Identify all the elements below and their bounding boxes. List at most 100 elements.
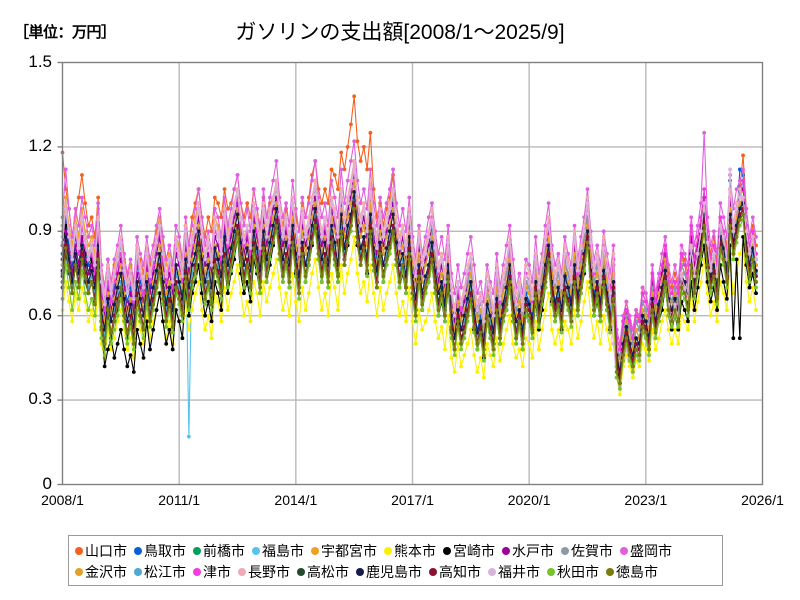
- data-point: [329, 167, 334, 172]
- data-point: [138, 341, 143, 346]
- data-point: [293, 268, 298, 273]
- data-point: [524, 308, 528, 312]
- data-point: [183, 274, 188, 279]
- data-point: [705, 291, 710, 296]
- data-point: [352, 94, 357, 99]
- data-point: [131, 341, 136, 346]
- data-point: [407, 285, 412, 290]
- data-point: [679, 243, 684, 248]
- data-point: [258, 246, 263, 251]
- legend-item-熊本市[interactable]: 熊本市: [384, 544, 436, 558]
- data-point: [643, 308, 648, 312]
- data-point: [702, 201, 707, 206]
- data-point: [268, 251, 272, 256]
- legend-item-盛岡市[interactable]: 盛岡市: [620, 544, 672, 558]
- data-point: [115, 302, 120, 307]
- data-point: [80, 215, 84, 220]
- data-point: [478, 296, 483, 301]
- data-point: [569, 280, 574, 284]
- data-point: [592, 308, 596, 312]
- data-point: [174, 285, 178, 290]
- legend-item-宮崎市[interactable]: 宮崎市: [443, 544, 495, 558]
- data-point: [478, 319, 483, 324]
- data-point: [86, 280, 91, 284]
- data-point: [640, 285, 645, 290]
- data-point: [663, 235, 668, 239]
- data-point: [332, 240, 337, 245]
- legend-item-山口市[interactable]: 山口市: [75, 544, 127, 558]
- data-point: [439, 251, 444, 256]
- data-point: [459, 285, 464, 290]
- data-point: [436, 336, 441, 341]
- data-point: [640, 325, 645, 329]
- legend-item-長野市[interactable]: 長野市: [238, 565, 290, 579]
- legend-item-水戸市[interactable]: 水戸市: [502, 544, 554, 558]
- legend-item-佐賀市[interactable]: 佐賀市: [561, 544, 613, 558]
- data-point: [105, 347, 110, 352]
- data-point: [193, 268, 198, 273]
- data-point: [488, 330, 493, 335]
- data-point: [290, 178, 295, 183]
- data-point: [115, 341, 120, 346]
- data-point: [605, 327, 609, 332]
- data-point: [216, 235, 220, 239]
- legend-item-徳島市[interactable]: 徳島市: [606, 565, 658, 579]
- legend-item-宇都宮市[interactable]: 宇都宮市: [311, 544, 377, 558]
- data-point: [673, 280, 677, 284]
- data-point: [459, 341, 464, 346]
- data-point: [666, 280, 671, 284]
- data-point: [319, 201, 324, 206]
- legend: 山口市 鳥取市 前橋市 福島市 宇都宮市 熊本市 宮崎市 水戸市 佐賀市 盛岡市金沢市 松江市 津市長…: [68, 535, 723, 586]
- data-point: [682, 251, 687, 256]
- legend-label: 金沢市: [85, 563, 127, 580]
- data-point: [381, 215, 386, 220]
- data-point: [741, 195, 745, 200]
- legend-item-松江市[interactable]: 松江市: [134, 565, 186, 579]
- data-point: [423, 285, 428, 290]
- data-point: [358, 291, 363, 296]
- data-point: [494, 251, 499, 256]
- data-point: [225, 243, 230, 248]
- legend-item-鹿児島市[interactable]: 鹿児島市: [356, 565, 422, 579]
- data-point: [109, 291, 114, 296]
- data-point: [293, 229, 298, 234]
- data-point: [323, 291, 327, 296]
- data-point: [391, 167, 395, 172]
- legend-item-秋田市[interactable]: 秋田市: [547, 565, 599, 579]
- data-point: [131, 370, 136, 374]
- data-point: [206, 235, 211, 239]
- data-point: [666, 327, 671, 332]
- data-point: [468, 271, 473, 276]
- data-point: [592, 313, 596, 318]
- data-point: [650, 308, 655, 312]
- legend-item-鳥取市[interactable]: 鳥取市: [134, 544, 186, 558]
- data-point: [131, 299, 136, 304]
- data-point: [689, 215, 694, 220]
- data-point: [514, 302, 519, 307]
- data-point: [595, 319, 600, 324]
- data-point: [378, 246, 382, 251]
- legend-item-福井市[interactable]: 福井市: [488, 565, 540, 579]
- data-point: [332, 212, 337, 217]
- data-point: [180, 336, 185, 341]
- data-point: [306, 291, 311, 296]
- data-point: [391, 212, 395, 217]
- data-point: [216, 257, 220, 262]
- legend-item-津市[interactable]: 津市: [193, 565, 231, 579]
- data-point: [293, 206, 298, 211]
- legend-item-前橋市[interactable]: 前橋市: [193, 544, 245, 558]
- data-point: [196, 206, 201, 211]
- data-point: [750, 285, 755, 290]
- data-point: [540, 263, 545, 267]
- data-point: [624, 330, 629, 335]
- data-point: [715, 319, 720, 324]
- data-point: [634, 347, 639, 352]
- legend-item-高知市[interactable]: 高知市: [429, 565, 481, 579]
- data-point: [533, 257, 538, 262]
- data-point: [345, 145, 350, 149]
- legend-item-福島市[interactable]: 福島市: [252, 544, 304, 558]
- data-point: [365, 229, 370, 234]
- data-point: [196, 246, 201, 251]
- legend-item-高松市[interactable]: 高松市: [297, 565, 349, 579]
- legend-item-金沢市[interactable]: 金沢市: [75, 565, 127, 579]
